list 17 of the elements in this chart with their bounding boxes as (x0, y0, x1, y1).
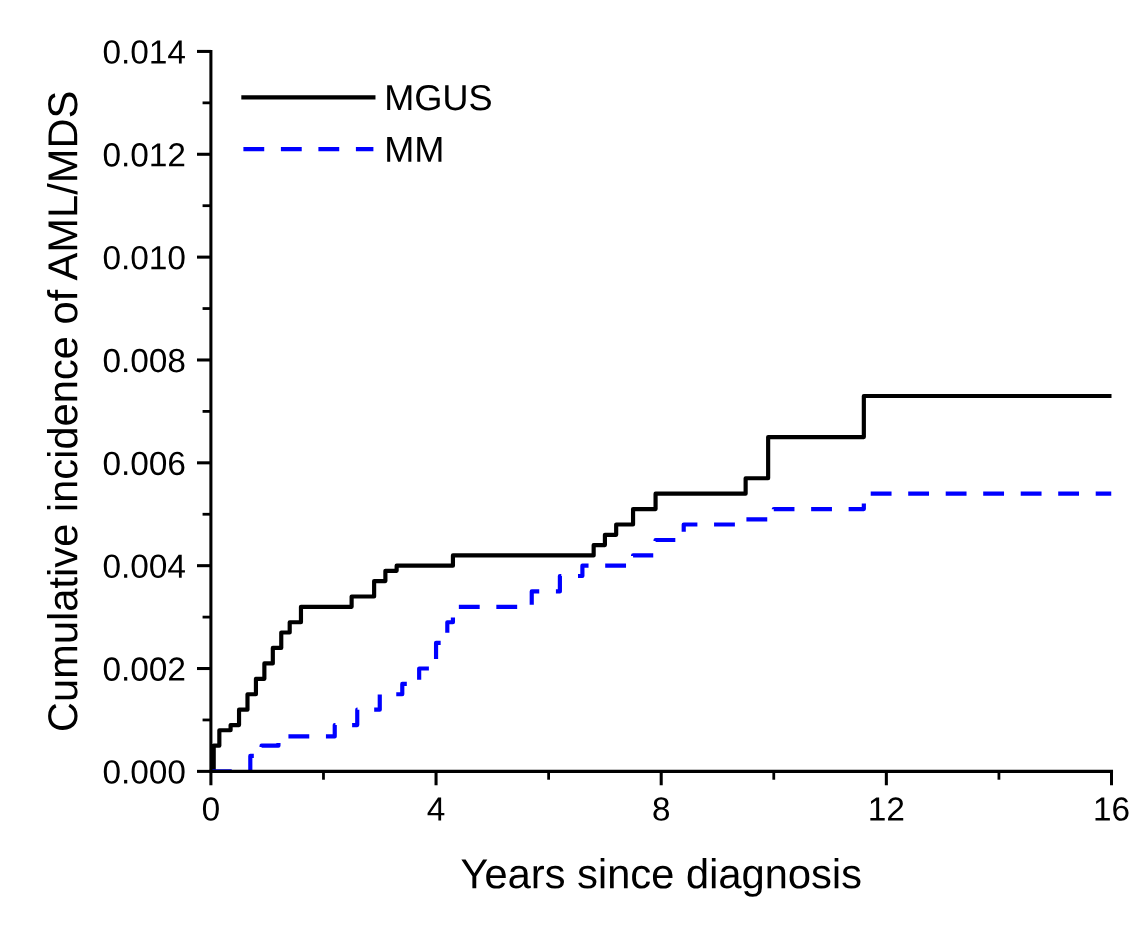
x-axis-title: Years since diagnosis (461, 858, 861, 897)
y-tick-label: 0.014 (103, 40, 185, 64)
x-tick-label: 8 (653, 797, 670, 821)
x-tick-label: 16 (1095, 797, 1129, 821)
y-tick-label: 0.006 (103, 451, 185, 476)
legend-label: MGUS (387, 84, 491, 111)
y-tick-label: 0.010 (103, 245, 185, 270)
y-tick-label: 0.008 (103, 348, 185, 373)
legend-label: MM (387, 136, 442, 162)
y-tick-label: 0.002 (103, 657, 185, 681)
y-tick-label: 0.012 (103, 143, 185, 167)
x-tick-label: 4 (427, 797, 445, 821)
x-tick-label: 0 (202, 797, 219, 821)
y-tick-label: 0.004 (103, 554, 185, 579)
x-tick-label: 12 (870, 797, 904, 821)
y-axis-title: Cumulative incidence of AML/MDS (46, 92, 78, 731)
y-tick-label: 0.000 (103, 760, 185, 784)
